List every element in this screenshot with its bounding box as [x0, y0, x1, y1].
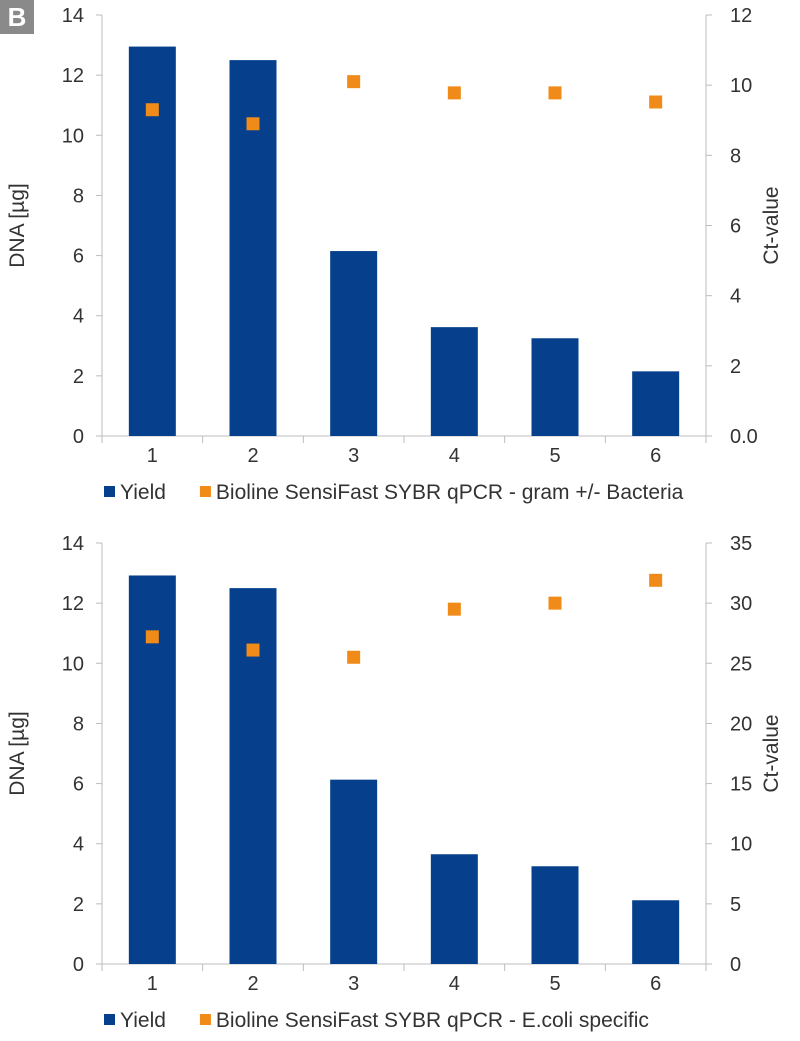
y-axis-title: DNA [µg] [6, 711, 29, 795]
ct-value-marker [246, 643, 260, 657]
yield-bar [330, 779, 378, 964]
yield-bar [430, 854, 478, 964]
x-tick-label: 6 [650, 445, 661, 467]
left-tick-label: 8 [73, 713, 84, 735]
x-tick-label: 1 [147, 973, 158, 995]
legend-swatch [104, 486, 115, 497]
right-tick-label: 35 [730, 533, 752, 555]
right-tick-label: 4 [730, 286, 741, 308]
right-tick-label: 12 [730, 5, 752, 27]
legend: Yield Bioline SensiFast SYBR qPCR - E.col… [104, 1009, 649, 1032]
left-tick-label: 2 [73, 894, 84, 916]
ct-value-marker [548, 86, 562, 100]
left-tick-label: 14 [62, 5, 84, 27]
ct-value-marker [447, 86, 461, 100]
left-tick-label: 6 [73, 774, 84, 796]
yield-bar [531, 866, 579, 964]
left-tick-label: 6 [73, 246, 84, 268]
left-tick-label: 10 [62, 653, 84, 675]
legend: Yield Bioline SensiFast SYBR qPCR - gram … [104, 481, 684, 504]
legend-swatch [199, 486, 211, 497]
ct-value-marker [447, 602, 461, 616]
x-tick-label: 5 [549, 445, 560, 467]
yield-bar [632, 900, 680, 964]
right-tick-label: 20 [730, 713, 752, 735]
yield-bar [430, 327, 478, 436]
panel-label: B [0, 0, 34, 34]
left-tick-label: 8 [73, 185, 84, 207]
ct-value-marker [649, 95, 663, 109]
left-tick-label: 0 [73, 426, 84, 448]
left-tick-label: 4 [73, 306, 84, 328]
right-tick-label: 2 [730, 356, 741, 378]
yield-bar [330, 251, 378, 436]
right-tick-label: 10 [730, 75, 752, 97]
x-tick-label: 4 [449, 445, 460, 467]
x-tick-label: 6 [650, 973, 661, 995]
yield-bar [531, 338, 579, 436]
ct-value-marker [145, 103, 159, 117]
left-tick-label: 14 [62, 533, 84, 555]
right-tick-label: 8 [730, 145, 741, 167]
x-tick-label: 1 [147, 445, 158, 467]
right-tick-label: 10 [730, 834, 752, 856]
left-tick-label: 10 [62, 125, 84, 147]
right-tick-label: 6 [730, 216, 741, 238]
x-tick-label: 5 [549, 973, 560, 995]
y-axis-title: DNA [µg] [6, 183, 29, 267]
right-tick-label: 15 [730, 774, 752, 796]
ct-value-marker [649, 573, 663, 587]
ct-value-marker [145, 630, 159, 644]
left-tick-label: 2 [73, 366, 84, 388]
left-tick-label: 0 [73, 954, 84, 976]
yield-bar [632, 371, 680, 436]
right-tick-label: 0.0 [730, 426, 758, 448]
right-tick-label: 5 [730, 894, 741, 916]
legend-label: Yield [120, 481, 166, 504]
legend-swatch [199, 1014, 211, 1025]
ct-value-marker [347, 650, 361, 664]
ct-value-marker [246, 117, 260, 131]
ct-value-marker [347, 75, 361, 89]
right-tick-label: 30 [730, 593, 752, 615]
x-tick-label: 2 [247, 973, 258, 995]
left-tick-label: 4 [73, 834, 84, 856]
left-tick-label: 12 [62, 593, 84, 615]
y2-axis-title: Ct-value [760, 714, 783, 792]
legend-swatch [104, 1014, 115, 1025]
y2-axis-title: Ct-value [760, 186, 783, 264]
right-tick-label: 25 [730, 653, 752, 675]
ct-value-marker [548, 596, 562, 610]
yield-bar [229, 60, 277, 436]
legend-label: Yield [120, 1009, 166, 1032]
x-tick-label: 3 [348, 973, 359, 995]
legend-label: Bioline SensiFast SYBR qPCR - gram +/- B… [216, 481, 684, 504]
x-tick-label: 3 [348, 445, 359, 467]
legend-label: Bioline SensiFast SYBR qPCR - E.coli spe… [216, 1009, 649, 1032]
right-tick-label: 0 [730, 954, 741, 976]
x-tick-label: 4 [449, 973, 460, 995]
left-tick-label: 12 [62, 65, 84, 87]
x-tick-label: 2 [247, 445, 258, 467]
